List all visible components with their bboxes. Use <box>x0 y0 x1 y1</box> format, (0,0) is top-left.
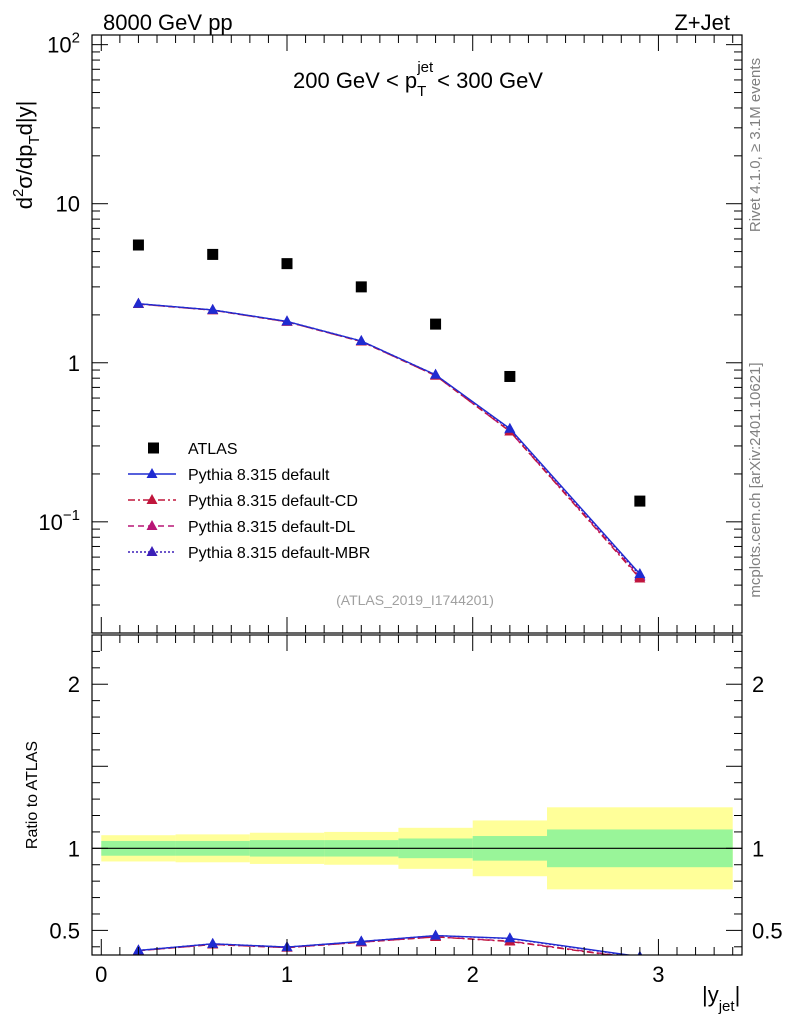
ratio-marker <box>430 929 442 940</box>
ratio-marker <box>207 937 219 948</box>
header-right: Z+Jet <box>674 10 730 35</box>
legend-marker <box>146 520 158 530</box>
ratio-frame <box>91 634 743 956</box>
ratio-x-axis: 0 1 2 3 <box>95 635 734 987</box>
atlas-marker <box>634 495 646 507</box>
ratio-x-tick-label: 2 <box>467 962 479 987</box>
legend-label: Pythia 8.315 default <box>188 467 330 484</box>
ylabel-rest: d|y| <box>12 101 37 136</box>
legend-label: ATLAS <box>188 441 238 458</box>
main-y-tick-label: 10−1 <box>38 507 80 535</box>
xlabel-sub: jet <box>718 998 736 1015</box>
legend-label: Pythia 8.315 default-MBR <box>188 545 370 562</box>
mcplots-label: mcplots.cern.ch [arXiv:2401.10621] <box>747 362 764 597</box>
legend-entry: Pythia 8.315 default-MBR <box>128 545 370 562</box>
legend-entry: Pythia 8.315 default-DL <box>128 519 355 536</box>
legend-marker <box>146 546 158 556</box>
ratio-ylabel: Ratio to ATLAS <box>24 741 41 849</box>
xlabel-end: | <box>735 982 741 1007</box>
header-left: 8000 GeV pp <box>103 10 233 35</box>
ratio-y-axis: 0.5 0.5 1 1 2 2 <box>49 650 783 948</box>
ratio-x-tick-label: 0 <box>95 962 107 987</box>
main-plot-area <box>132 239 646 583</box>
series-marker <box>207 303 219 314</box>
legend-entry: Pythia 8.315 default-CD <box>128 493 358 510</box>
ratio-marker <box>355 935 367 946</box>
series-marker <box>430 368 442 379</box>
ylabel-sup: 2 <box>10 189 27 197</box>
rivet-label: Rivet 4.1.0, ≥ 3.1M events <box>747 58 764 232</box>
ratio-y-tick-label: 2 <box>68 672 80 697</box>
ylabel-sigma: σ/dp <box>12 145 37 189</box>
atlas-marker <box>207 248 219 260</box>
watermark: (ATLAS_2019_I1744201) <box>336 592 494 608</box>
main-y-tick-label: 102 <box>47 30 80 58</box>
series-marker <box>634 567 646 578</box>
ratio-y-tick-label-right: 1 <box>752 836 764 861</box>
legend-label: Pythia 8.315 default-DL <box>188 519 355 536</box>
main-title-sub: T <box>417 83 426 100</box>
ylabel-d: d <box>12 197 37 209</box>
ratio-marker <box>504 932 516 943</box>
ratio-plot-area <box>92 807 742 955</box>
main-title-sup: jet <box>416 59 434 76</box>
ratio-x-tick-label: 1 <box>281 962 293 987</box>
main-y-tick-label: 10 <box>56 192 80 217</box>
ylabel-sub: T <box>26 135 43 144</box>
main-y-axis: 10−1 1 10 102 <box>38 30 742 634</box>
series-marker <box>281 315 293 326</box>
legend-label: Pythia 8.315 default-CD <box>188 493 358 510</box>
atlas-marker <box>430 318 442 330</box>
main-title: 200 GeV < pTjet< 300 GeV <box>293 59 543 100</box>
legend-marker <box>146 468 158 478</box>
main-title-right: < 300 GeV <box>437 68 543 93</box>
ratio-y-tick-label: 0.5 <box>49 918 80 943</box>
series-marker <box>504 422 516 433</box>
main-y-tick-label: 1 <box>68 351 80 376</box>
series-marker <box>355 335 367 346</box>
main-ylabel: d2σ/dpTd|y| <box>10 101 43 210</box>
ratio-y-tick-label-right: 0.5 <box>752 918 783 943</box>
main-title-left: 200 GeV < p <box>293 68 417 93</box>
legend-marker <box>146 494 158 504</box>
legend-entry: Pythia 8.315 default <box>128 467 330 484</box>
main-x-ticks <box>100 35 734 633</box>
xlabel-main: |y <box>702 982 719 1007</box>
x-axis-label: |yjet| <box>702 982 740 1015</box>
main-frame <box>91 34 743 634</box>
atlas-marker <box>504 370 516 382</box>
atlas-marker <box>281 258 293 270</box>
series-marker <box>132 297 144 308</box>
legend-entry: ATLAS <box>148 441 238 458</box>
legend-atlas-marker <box>148 442 159 454</box>
ratio-x-tick-label: 3 <box>652 962 664 987</box>
ratio-panel: 0.5 0.5 1 1 2 2 0 1 2 3 Ratio to ATLAS |yjet| <box>24 634 783 1015</box>
ratio-y-tick-label: 1 <box>68 836 80 861</box>
ratio-y-tick-label-right: 2 <box>752 672 764 697</box>
atlas-marker <box>355 281 367 293</box>
atlas-marker <box>132 239 144 251</box>
legend: ATLAS Pythia 8.315 default Pythia 8.315 de… <box>128 441 370 562</box>
